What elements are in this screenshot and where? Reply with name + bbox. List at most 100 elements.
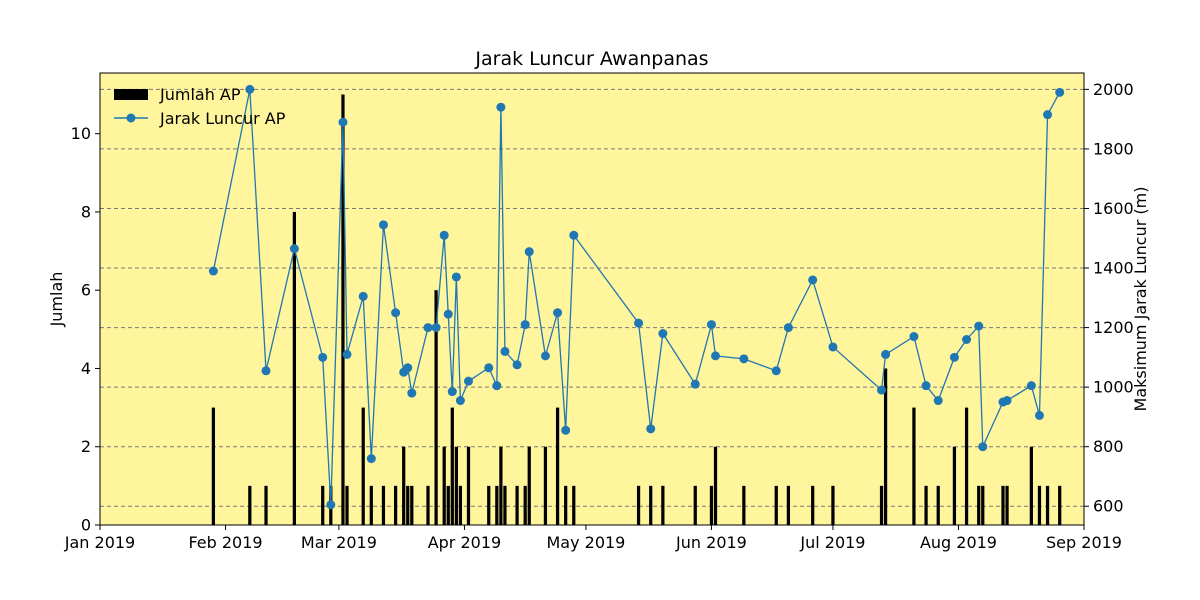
- bar: [1045, 485, 1050, 525]
- bar: [426, 485, 430, 525]
- line-point: [443, 309, 453, 319]
- line-point: [646, 424, 656, 434]
- bar: [446, 485, 450, 525]
- line-point: [524, 247, 534, 257]
- y-right-tick-label: 800: [1093, 437, 1124, 456]
- line-point: [771, 366, 781, 376]
- line-point: [877, 385, 887, 395]
- line-point: [974, 321, 984, 331]
- line-point: [326, 500, 336, 510]
- legend-label-bar: Jumlah AP: [159, 85, 241, 104]
- legend: Jumlah AP Jarak Luncur AP: [114, 85, 286, 128]
- line-point: [978, 442, 988, 452]
- line-point: [378, 220, 388, 230]
- line-point: [407, 388, 417, 398]
- bar: [515, 485, 519, 525]
- y-left-tick-label: 8: [81, 202, 91, 221]
- line-point: [492, 381, 502, 391]
- bar: [713, 446, 718, 525]
- bar: [774, 485, 778, 525]
- bar: [503, 485, 507, 525]
- line-point: [463, 376, 473, 386]
- bar: [564, 485, 568, 525]
- bar: [883, 368, 888, 525]
- y-axis-right: 600 800 1000 1200 1400 1600 1800 2000: [1084, 80, 1134, 516]
- line-point: [439, 230, 449, 240]
- bar: [555, 407, 560, 525]
- legend-label-line: Jarak Luncur AP: [159, 109, 286, 128]
- line-point: [540, 351, 550, 361]
- line-point: [1043, 110, 1053, 120]
- line-point: [358, 291, 368, 301]
- line-point: [338, 117, 348, 127]
- line-point: [711, 351, 721, 361]
- bar: [831, 485, 835, 525]
- bar: [466, 446, 471, 525]
- line-point: [634, 318, 644, 328]
- bar: [1029, 446, 1033, 525]
- y-right-tick-label: 1800: [1093, 139, 1134, 158]
- line-point: [366, 454, 376, 464]
- bar: [649, 485, 653, 525]
- bar: [543, 446, 548, 525]
- line-point: [553, 308, 563, 318]
- bar-series-jumlah-ap: [211, 94, 1062, 526]
- bar: [487, 485, 491, 525]
- line-point: [447, 387, 457, 397]
- y-right-tick-label: 1000: [1093, 378, 1134, 397]
- bar: [341, 94, 345, 526]
- y-left-tick-label: 0: [81, 516, 91, 535]
- line-point: [484, 363, 494, 373]
- line-point: [423, 323, 433, 333]
- x-tick-label: Jul 2019: [799, 533, 865, 552]
- bar: [450, 407, 454, 525]
- bar: [211, 407, 216, 525]
- line-point: [783, 323, 793, 333]
- bar: [495, 485, 499, 525]
- line-point: [909, 332, 919, 342]
- line-point: [1055, 87, 1065, 97]
- line-point: [949, 352, 959, 362]
- line-point: [512, 360, 522, 370]
- line-point: [1034, 410, 1044, 420]
- line-point: [828, 342, 838, 352]
- x-tick-label: Apr 2019: [428, 533, 501, 552]
- plot-frame: [99, 72, 1085, 526]
- bar: [321, 485, 325, 525]
- y-left-tick-label: 6: [81, 281, 91, 300]
- bar: [636, 485, 641, 525]
- bar: [454, 446, 458, 525]
- line-point: [208, 266, 218, 276]
- line-point: [1026, 381, 1036, 391]
- legend-swatch-marker: [126, 113, 136, 123]
- bar: [345, 485, 349, 525]
- y-left-tick-label: 2: [81, 437, 91, 456]
- bar: [248, 485, 252, 525]
- y-right-tick-label: 2000: [1093, 80, 1134, 99]
- x-tick-label: Sep 2019: [1046, 533, 1122, 552]
- bar: [661, 485, 665, 525]
- bar: [709, 485, 714, 525]
- y-axis-right-title: Maksimum Jarak Luncur (m): [1131, 187, 1150, 412]
- legend-swatch-bar: [114, 89, 148, 100]
- y-right-tick-label: 1400: [1093, 259, 1134, 278]
- bar: [912, 407, 916, 525]
- y-axis-left: 0 2 4 6 8 10: [71, 124, 100, 535]
- y-left-tick-label: 10: [71, 124, 91, 143]
- line-point: [500, 346, 510, 356]
- line-point: [342, 349, 352, 359]
- bar: [402, 446, 406, 525]
- bar: [977, 485, 981, 525]
- bar: [952, 446, 957, 525]
- line-point: [245, 84, 255, 94]
- bar: [786, 485, 791, 525]
- bar: [406, 485, 410, 525]
- x-tick-label: Jan 2019: [64, 533, 135, 552]
- bar: [981, 485, 985, 525]
- bar: [1005, 485, 1009, 525]
- line-point: [739, 354, 749, 364]
- bar: [369, 485, 373, 525]
- x-tick-label: Feb 2019: [188, 533, 262, 552]
- bar: [1037, 485, 1042, 525]
- bar: [742, 485, 746, 525]
